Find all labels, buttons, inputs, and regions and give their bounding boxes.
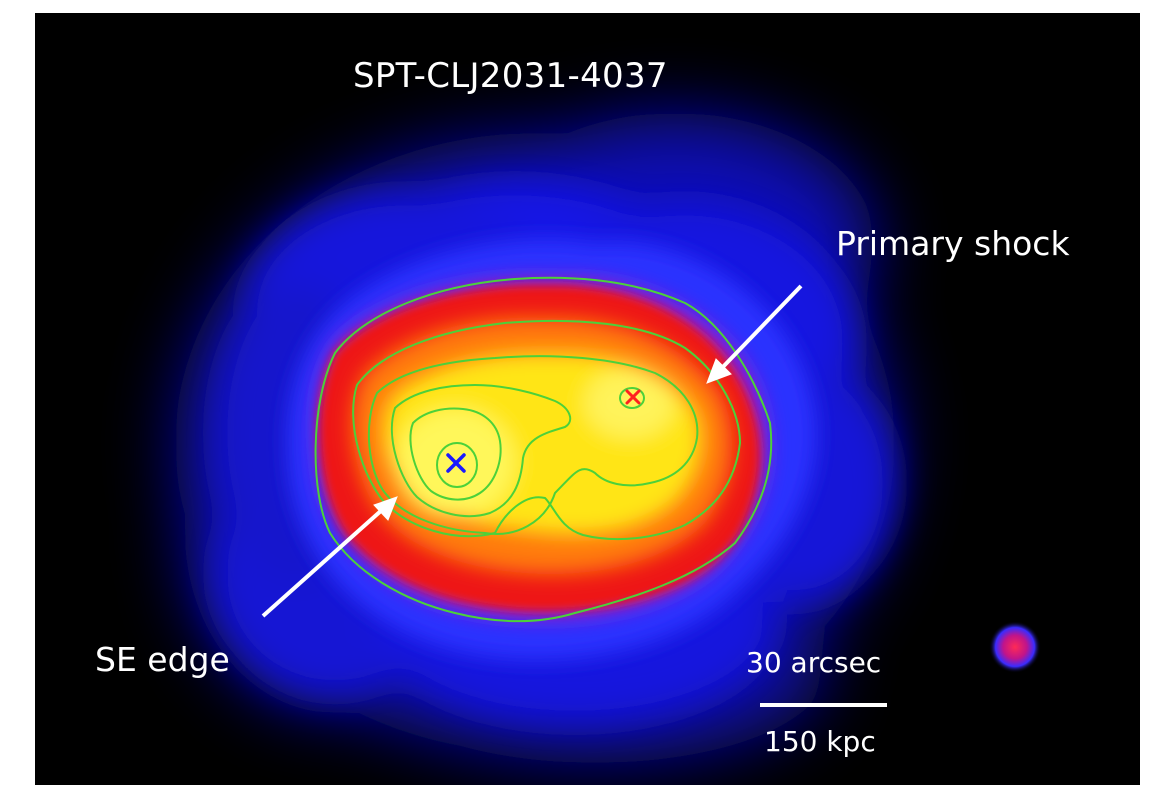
contour-core-1: [436, 442, 478, 488]
xray-emission-map: [175, 113, 1041, 763]
surface-brightness-contours: [314, 276, 773, 623]
xray-image-frame: SPT-CLJ2031-4037 Primary shock SE edge 3…: [35, 13, 1140, 785]
contour-level-5: [409, 407, 502, 501]
primary-shock-arrow: [706, 284, 803, 384]
primary-shock-label: Primary shock: [836, 224, 1070, 263]
contour-level-2: [352, 319, 742, 541]
contour-level-3: [367, 355, 699, 535]
se-edge-label: SE edge: [95, 640, 230, 679]
point-source: [989, 621, 1041, 673]
scale-physical-label: 150 kpc: [764, 725, 876, 758]
scale-angular-label: 30 arcsec: [746, 646, 882, 679]
primary-peak-marker: [446, 453, 466, 473]
contour-core-2: [619, 387, 645, 409]
cluster-title: SPT-CLJ2031-4037: [353, 56, 668, 96]
se-edge-arrow: [261, 496, 398, 618]
secondary-peak-marker: [625, 389, 641, 405]
contour-level-1: [314, 276, 773, 623]
contour-level-4: [390, 383, 572, 518]
